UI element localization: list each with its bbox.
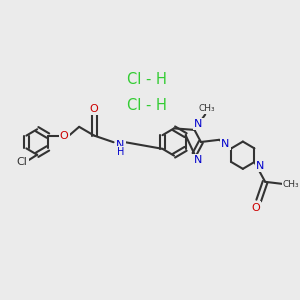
Text: O: O [251, 202, 260, 212]
Text: O: O [60, 130, 68, 141]
Text: CH₃: CH₃ [283, 179, 300, 188]
Text: Cl - H: Cl - H [127, 98, 166, 112]
Text: Cl - H: Cl - H [127, 73, 166, 88]
Text: H: H [117, 147, 124, 157]
Text: N: N [221, 140, 230, 149]
Text: N: N [116, 140, 124, 150]
Text: N: N [194, 155, 202, 165]
Text: CH₃: CH₃ [199, 104, 215, 113]
Text: Cl: Cl [17, 158, 28, 167]
Text: N: N [194, 119, 202, 129]
Text: N: N [256, 161, 265, 171]
Text: O: O [90, 104, 99, 114]
